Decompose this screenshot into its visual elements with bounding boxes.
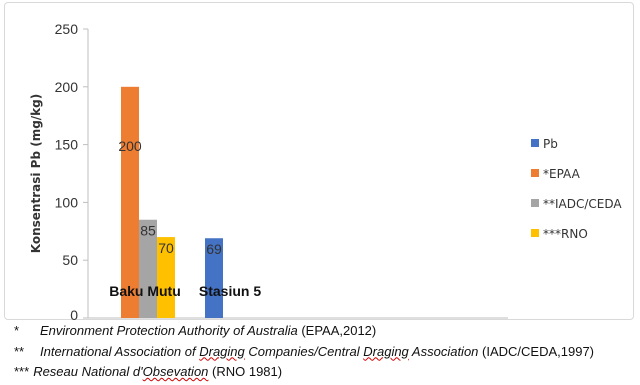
footnote-plain: (IADC/CEDA,1997)	[478, 343, 594, 359]
footnote-mark: **	[14, 343, 25, 359]
data-label: 69	[206, 241, 222, 257]
y-tick-label: 250	[55, 21, 79, 37]
footnotes: * Environment Protection Authority of Aus…	[14, 321, 640, 383]
bar-baku-mutu-rno	[157, 237, 175, 318]
footnote-italic: Reseau National d'	[33, 364, 143, 379]
y-tick-label: 0	[70, 307, 78, 320]
footnote-1: * Environment Protection Authority of Aus…	[14, 321, 640, 342]
y-axis-title: Konsentrasi Pb (mg/kg)	[29, 94, 43, 253]
legend-label: ***RNO	[543, 227, 588, 241]
legend-swatch	[531, 139, 539, 147]
chart-area	[4, 2, 634, 320]
footnote-mark: ***	[14, 364, 30, 379]
footnote-misspelled: Draging	[199, 343, 245, 359]
legend-label: *EPAA	[543, 167, 581, 181]
footnote-mark: *	[14, 323, 20, 338]
y-tick-label: 50	[62, 252, 78, 268]
legend-swatch	[531, 229, 539, 237]
footnote-plain: (RNO 1981)	[208, 364, 283, 379]
legend-label: **IADC/CEDA	[543, 197, 622, 211]
bar-chart: 0 50 100 150 200 250 Konsentrasi Pb (mg/kg) 200…	[29, 21, 622, 320]
data-label: 70	[158, 240, 174, 256]
footnote-3: *** Reseau National d'Obsevation (RNO 198…	[14, 362, 640, 383]
legend-label: Pb	[543, 137, 558, 151]
y-tick-label: 100	[55, 194, 79, 210]
data-label: 85	[140, 223, 156, 239]
legend-swatch	[531, 169, 539, 177]
bar-baku-mutu-iadc-ceda	[139, 219, 157, 318]
footnote-italic: International Association of	[40, 343, 200, 359]
footnote-2: ** International Association of Draging C…	[14, 342, 640, 363]
footnote-italic: Companies/Central	[244, 343, 364, 359]
footnote-italic: Association	[408, 343, 479, 359]
footnote-misspelled: Draging	[363, 343, 409, 359]
data-label: 200	[118, 138, 142, 154]
x-category-label: Stasiun 5	[199, 283, 261, 299]
footnote-plain: (EPAA,2012)	[297, 323, 377, 338]
x-category-label: Baku Mutu	[109, 283, 181, 299]
bar-stasiun-5-pb	[205, 238, 223, 318]
bar-baku-mutu-epaa	[121, 86, 139, 318]
y-tick-label: 200	[55, 79, 79, 95]
footnote-misspelled: Obsevation	[142, 364, 209, 379]
legend-swatch	[531, 199, 539, 207]
footnote-italic: Environment Protection Authority of Aust…	[40, 323, 298, 338]
y-tick-label: 150	[55, 137, 79, 153]
